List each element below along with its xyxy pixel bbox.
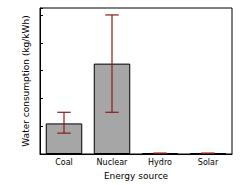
svg-text:Coal: Coal (55, 158, 73, 167)
svg-text:Nuclear: Nuclear (97, 158, 129, 167)
svg-text:Hydro: Hydro (148, 158, 172, 167)
svg-text:Water consumption (kg/kWh): Water consumption (kg/kWh) (21, 15, 31, 146)
svg-text:Energy source: Energy source (104, 171, 169, 181)
svg-text:Solar: Solar (198, 158, 219, 167)
